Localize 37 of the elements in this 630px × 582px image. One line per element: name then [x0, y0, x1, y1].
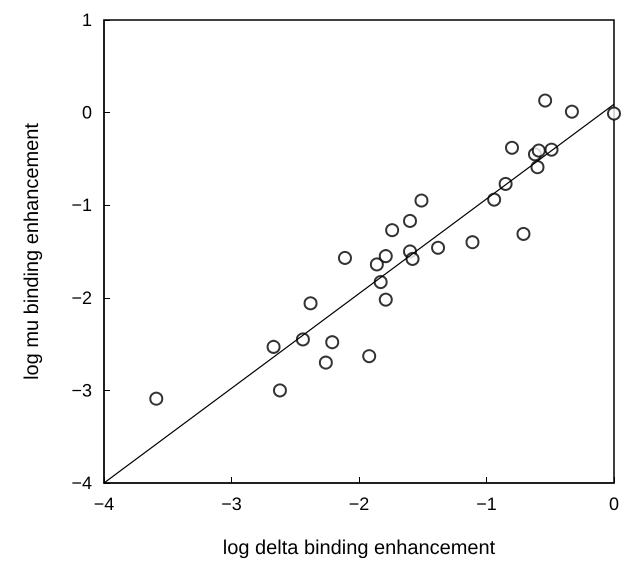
point [304, 296, 318, 310]
x-tick-label: −2 [348, 494, 370, 514]
point [318, 356, 333, 370]
x-tick-label: −1 [476, 494, 497, 514]
point [406, 252, 420, 266]
point [378, 292, 393, 307]
point [378, 249, 393, 264]
x-axis-title: log delta binding enhancement [222, 537, 496, 559]
point [362, 349, 376, 364]
y-tick-label: −1 [71, 195, 92, 216]
point [385, 223, 400, 238]
point [505, 140, 519, 155]
point [403, 214, 417, 228]
point [465, 235, 480, 250]
point [607, 106, 621, 121]
point [325, 335, 340, 350]
y-tick-label: −3 [71, 380, 92, 400]
point [370, 257, 384, 272]
x-tick-label: 0 [608, 494, 619, 514]
point [272, 383, 287, 398]
point [431, 240, 446, 255]
point [487, 192, 502, 207]
point [530, 160, 544, 174]
y-tick-label: 0 [82, 102, 92, 123]
point [149, 392, 164, 406]
y-tick-label: −2 [71, 288, 92, 308]
point [564, 104, 579, 119]
point [532, 144, 546, 158]
point [538, 94, 552, 108]
y-axis-title: log mu binding enhancement [21, 122, 43, 380]
point [414, 194, 428, 208]
y-tick-label: 1 [82, 10, 92, 30]
point [266, 340, 281, 354]
x-tick-label: −3 [221, 494, 242, 514]
y-tick-label: −4 [71, 473, 92, 493]
point [516, 226, 530, 241]
point [338, 250, 352, 265]
